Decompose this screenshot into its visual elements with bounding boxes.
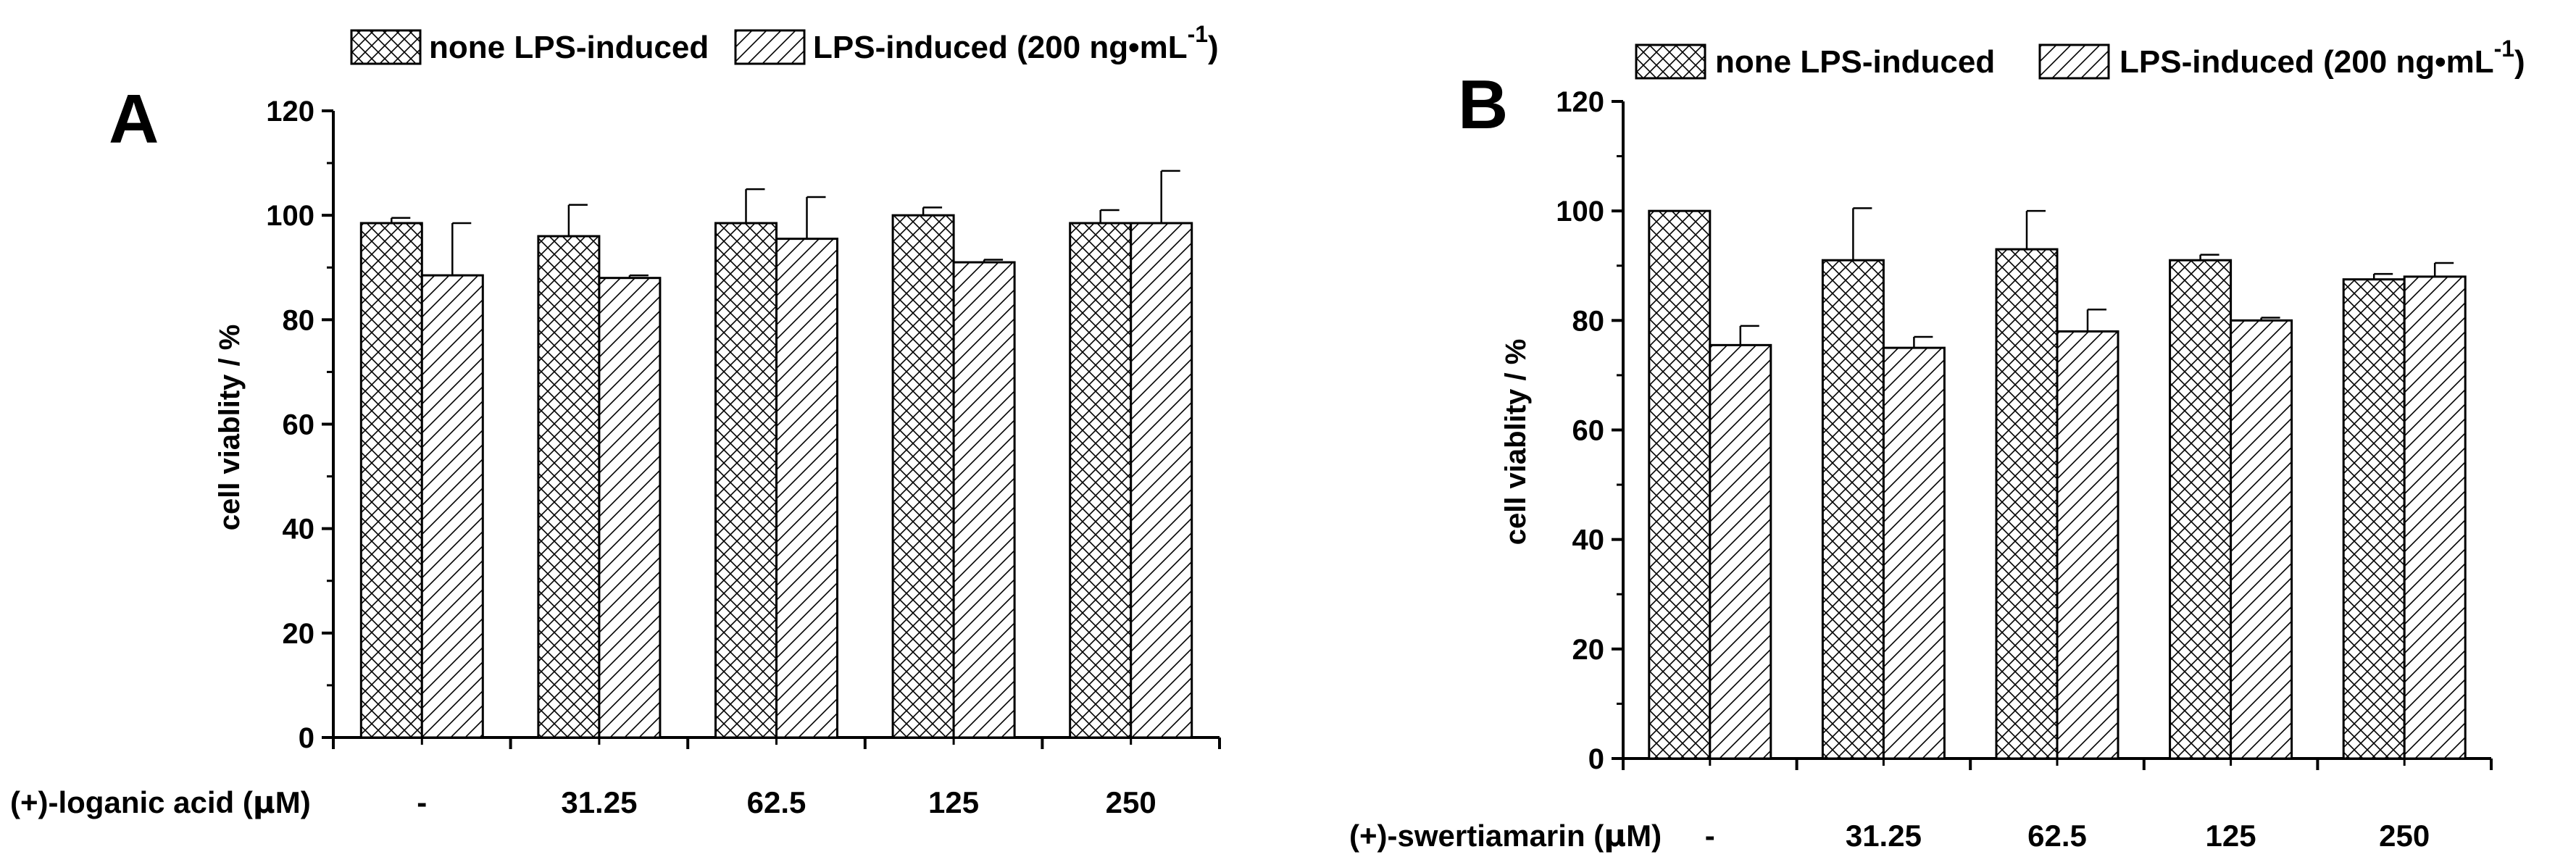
- x-tick-label: 125: [2206, 819, 2256, 853]
- y-tick-label: 60: [1572, 415, 1605, 447]
- y-tick-label: 120: [266, 96, 314, 128]
- panel-a-legend-label-lps: LPS-induced (200 ng•mL-1): [813, 21, 1219, 65]
- y-tick-label: 40: [283, 514, 315, 546]
- panel-b-legend-swatch-none: [1635, 43, 1706, 80]
- panel-a-legend-swatch-lps: [734, 29, 806, 65]
- bar-crosshatch: [537, 235, 601, 739]
- panel-a-y-ticks: 0 20 40 60 80 100 120: [266, 96, 333, 754]
- panel-a: A none LPS-induced LPS-induced (200 ng•m…: [10, 21, 1221, 820]
- bar-crosshatch: [1648, 209, 1712, 760]
- panel-b-y-ticks: 0 20 40 60 80 100 120: [1556, 86, 1623, 775]
- bar-diagonal: [2403, 275, 2467, 760]
- y-tick-label: 40: [1572, 525, 1605, 556]
- bar-diagonal: [598, 277, 662, 739]
- x-tick-label: 250: [1106, 785, 1156, 819]
- bar-diagonal: [2230, 319, 2293, 760]
- panel-b-legend-swatch-lps: [2038, 43, 2110, 80]
- y-tick-label: 80: [1572, 305, 1605, 337]
- y-tick-label: 100: [1556, 196, 1604, 227]
- panel-a-legend-label-none: none LPS-induced: [429, 30, 709, 65]
- bar-diagonal: [1882, 346, 1946, 760]
- y-tick-label: 80: [283, 304, 315, 336]
- y-tick-label: 60: [283, 409, 315, 441]
- panel-b-bars: [1648, 207, 2467, 760]
- x-tick-label: 31.25: [1846, 819, 1922, 853]
- y-tick-label: 20: [283, 618, 315, 650]
- bar-crosshatch: [2342, 278, 2406, 760]
- bar-crosshatch: [359, 222, 423, 739]
- panel-b-legend-label-none: none LPS-induced: [1715, 44, 1995, 80]
- y-tick-label: 20: [1572, 634, 1605, 666]
- x-tick-label: 62.5: [747, 785, 806, 819]
- panel-a-label: A: [109, 80, 159, 158]
- bar-diagonal: [1709, 343, 1772, 760]
- panel-a-legend: none LPS-induced LPS-induced (200 ng•mL-…: [350, 21, 1219, 65]
- panel-a-bars: [359, 170, 1193, 739]
- x-tick-label: 62.5: [2027, 819, 2087, 853]
- x-tick-label: 250: [2379, 819, 2430, 853]
- bar-crosshatch: [891, 214, 955, 739]
- panel-a-x-prefix-label: (+)-loganic acid (μM): [10, 785, 311, 820]
- x-tick-label: 31.25: [561, 785, 637, 819]
- bar-diagonal: [1130, 222, 1193, 739]
- bar-diagonal: [775, 238, 838, 739]
- x-tick-label: -: [417, 785, 427, 819]
- bar-diagonal: [952, 261, 1016, 739]
- panel-b-legend: none LPS-induced LPS-induced (200 ng•mL-…: [1635, 35, 2525, 80]
- y-tick-label: 100: [266, 200, 314, 232]
- bar-diagonal: [420, 274, 484, 739]
- y-tick-label: 0: [1588, 743, 1604, 775]
- bar-diagonal: [2056, 330, 2119, 760]
- bar-crosshatch: [1069, 222, 1133, 739]
- bar-crosshatch: [1821, 259, 1885, 760]
- x-tick-label: -: [1705, 819, 1715, 853]
- panel-b-x-ticks: - 31.25 62.5 125 250: [1622, 759, 2493, 853]
- y-tick-label: 120: [1556, 86, 1604, 118]
- panel-b-y-axis-label: cell viablity / %: [1500, 339, 1532, 546]
- bar-crosshatch: [2169, 259, 2233, 760]
- panel-b-legend-label-lps: LPS-induced (200 ng•mL-1): [2119, 35, 2525, 80]
- panel-b-x-prefix-label: (+)-swertiamarin (μM): [1349, 818, 1662, 853]
- panel-a-legend-swatch-none: [350, 29, 422, 65]
- bar-crosshatch: [714, 222, 778, 739]
- panel-b-label: B: [1458, 66, 1508, 143]
- bar-crosshatch: [1995, 248, 2059, 760]
- x-tick-label: 125: [928, 785, 979, 819]
- y-tick-label: 0: [299, 722, 314, 754]
- panel-a-x-ticks: - 31.25 62.5 125 250: [332, 737, 1221, 819]
- panel-a-y-axis-label: cell viablity / %: [214, 325, 246, 531]
- panel-b: B none LPS-induced LPS-induced (200 ng•m…: [1349, 35, 2525, 853]
